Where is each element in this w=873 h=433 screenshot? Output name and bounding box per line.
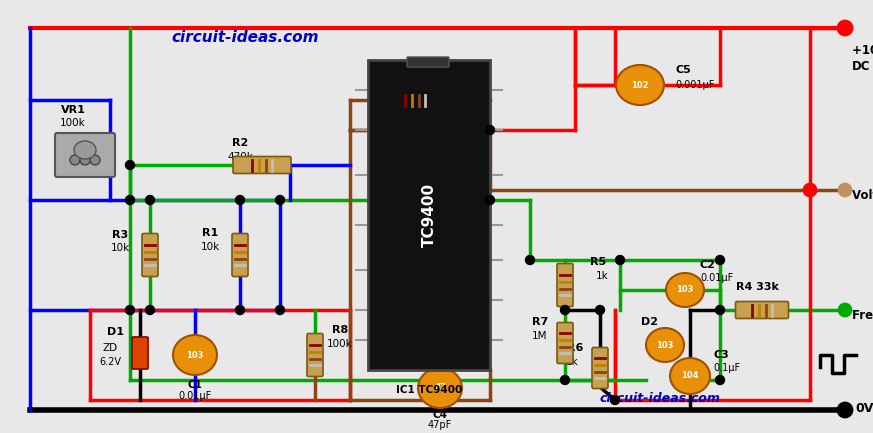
Ellipse shape bbox=[418, 368, 462, 408]
Text: +10V to 15V: +10V to 15V bbox=[852, 43, 873, 56]
Text: 6.2V: 6.2V bbox=[99, 357, 121, 367]
Text: 103: 103 bbox=[656, 340, 674, 349]
Circle shape bbox=[610, 395, 620, 404]
Circle shape bbox=[146, 196, 155, 204]
Text: 1M: 1M bbox=[368, 88, 382, 98]
Text: 0.01μF: 0.01μF bbox=[178, 391, 211, 401]
Text: circuit-ideas.com: circuit-ideas.com bbox=[171, 30, 319, 45]
Text: IC1 TC9400: IC1 TC9400 bbox=[395, 385, 462, 395]
Circle shape bbox=[838, 403, 852, 417]
Text: Frequency Input: Frequency Input bbox=[852, 308, 873, 321]
Text: 100k: 100k bbox=[60, 118, 86, 128]
FancyBboxPatch shape bbox=[232, 233, 248, 277]
FancyBboxPatch shape bbox=[407, 57, 449, 67]
Text: 470k: 470k bbox=[227, 152, 253, 162]
Circle shape bbox=[615, 255, 624, 265]
FancyBboxPatch shape bbox=[592, 348, 608, 388]
Circle shape bbox=[146, 306, 155, 314]
Circle shape bbox=[560, 306, 569, 314]
Ellipse shape bbox=[74, 141, 96, 159]
Text: C1: C1 bbox=[188, 380, 203, 390]
FancyBboxPatch shape bbox=[307, 333, 323, 377]
Text: R1: R1 bbox=[202, 228, 218, 238]
Text: 103: 103 bbox=[677, 285, 694, 294]
Text: R8: R8 bbox=[332, 325, 348, 335]
Text: 0V: 0V bbox=[855, 401, 873, 414]
Text: 0.01μF: 0.01μF bbox=[700, 273, 733, 283]
Circle shape bbox=[838, 21, 852, 35]
Text: R5: R5 bbox=[590, 257, 606, 267]
Circle shape bbox=[485, 126, 494, 135]
Text: 102: 102 bbox=[631, 81, 649, 90]
FancyBboxPatch shape bbox=[368, 60, 490, 370]
Text: R6: R6 bbox=[567, 343, 583, 353]
Text: 103: 103 bbox=[186, 350, 203, 359]
Circle shape bbox=[839, 184, 851, 196]
Text: R3: R3 bbox=[112, 230, 128, 240]
Text: 104: 104 bbox=[681, 372, 698, 381]
Text: circuit-ideas.com: circuit-ideas.com bbox=[600, 391, 720, 404]
Text: 10k: 10k bbox=[110, 243, 129, 253]
Circle shape bbox=[839, 304, 851, 316]
Circle shape bbox=[90, 155, 100, 165]
Text: DC: DC bbox=[852, 59, 870, 72]
Text: D2: D2 bbox=[642, 317, 658, 327]
Circle shape bbox=[276, 306, 285, 314]
Text: R4 33k: R4 33k bbox=[736, 282, 779, 292]
Circle shape bbox=[716, 375, 725, 385]
Text: 47: 47 bbox=[434, 384, 446, 392]
Ellipse shape bbox=[646, 328, 684, 362]
Text: 100k: 100k bbox=[327, 339, 353, 349]
Circle shape bbox=[236, 196, 244, 204]
FancyBboxPatch shape bbox=[142, 233, 158, 277]
Text: 1k: 1k bbox=[566, 357, 579, 367]
Text: R7: R7 bbox=[532, 317, 548, 327]
FancyBboxPatch shape bbox=[55, 133, 115, 177]
Text: 47pF: 47pF bbox=[428, 420, 452, 430]
Circle shape bbox=[526, 255, 534, 265]
Text: 1k: 1k bbox=[596, 271, 608, 281]
Circle shape bbox=[126, 196, 134, 204]
Ellipse shape bbox=[173, 335, 217, 375]
Text: TC9400: TC9400 bbox=[422, 183, 436, 247]
Text: C3: C3 bbox=[713, 350, 729, 360]
Text: ZD: ZD bbox=[102, 343, 118, 353]
Circle shape bbox=[70, 155, 80, 165]
FancyBboxPatch shape bbox=[735, 301, 788, 319]
Ellipse shape bbox=[670, 358, 710, 394]
FancyBboxPatch shape bbox=[388, 91, 442, 109]
Text: C5: C5 bbox=[675, 65, 691, 75]
Circle shape bbox=[485, 196, 494, 204]
FancyBboxPatch shape bbox=[233, 156, 291, 174]
Circle shape bbox=[236, 306, 244, 314]
Text: R2: R2 bbox=[232, 138, 248, 148]
Ellipse shape bbox=[666, 273, 704, 307]
FancyBboxPatch shape bbox=[557, 264, 573, 307]
Circle shape bbox=[716, 255, 725, 265]
FancyBboxPatch shape bbox=[132, 337, 148, 369]
Text: C4: C4 bbox=[432, 410, 448, 420]
FancyBboxPatch shape bbox=[557, 323, 573, 363]
Circle shape bbox=[595, 306, 604, 314]
Text: VR1: VR1 bbox=[60, 105, 86, 115]
Circle shape bbox=[560, 375, 569, 385]
Text: C2: C2 bbox=[700, 260, 716, 270]
Text: Voltage Output: Voltage Output bbox=[852, 188, 873, 201]
Text: 10k: 10k bbox=[201, 242, 220, 252]
Circle shape bbox=[126, 306, 134, 314]
Ellipse shape bbox=[616, 65, 664, 105]
Circle shape bbox=[716, 306, 725, 314]
Text: 1M: 1M bbox=[533, 331, 547, 341]
Circle shape bbox=[80, 155, 90, 165]
Text: R9: R9 bbox=[367, 75, 383, 85]
Circle shape bbox=[126, 161, 134, 169]
Text: 0.1μF: 0.1μF bbox=[713, 363, 740, 373]
Circle shape bbox=[804, 184, 816, 196]
Text: 0.001μF: 0.001μF bbox=[675, 80, 714, 90]
Text: D1: D1 bbox=[107, 327, 123, 337]
Circle shape bbox=[276, 196, 285, 204]
